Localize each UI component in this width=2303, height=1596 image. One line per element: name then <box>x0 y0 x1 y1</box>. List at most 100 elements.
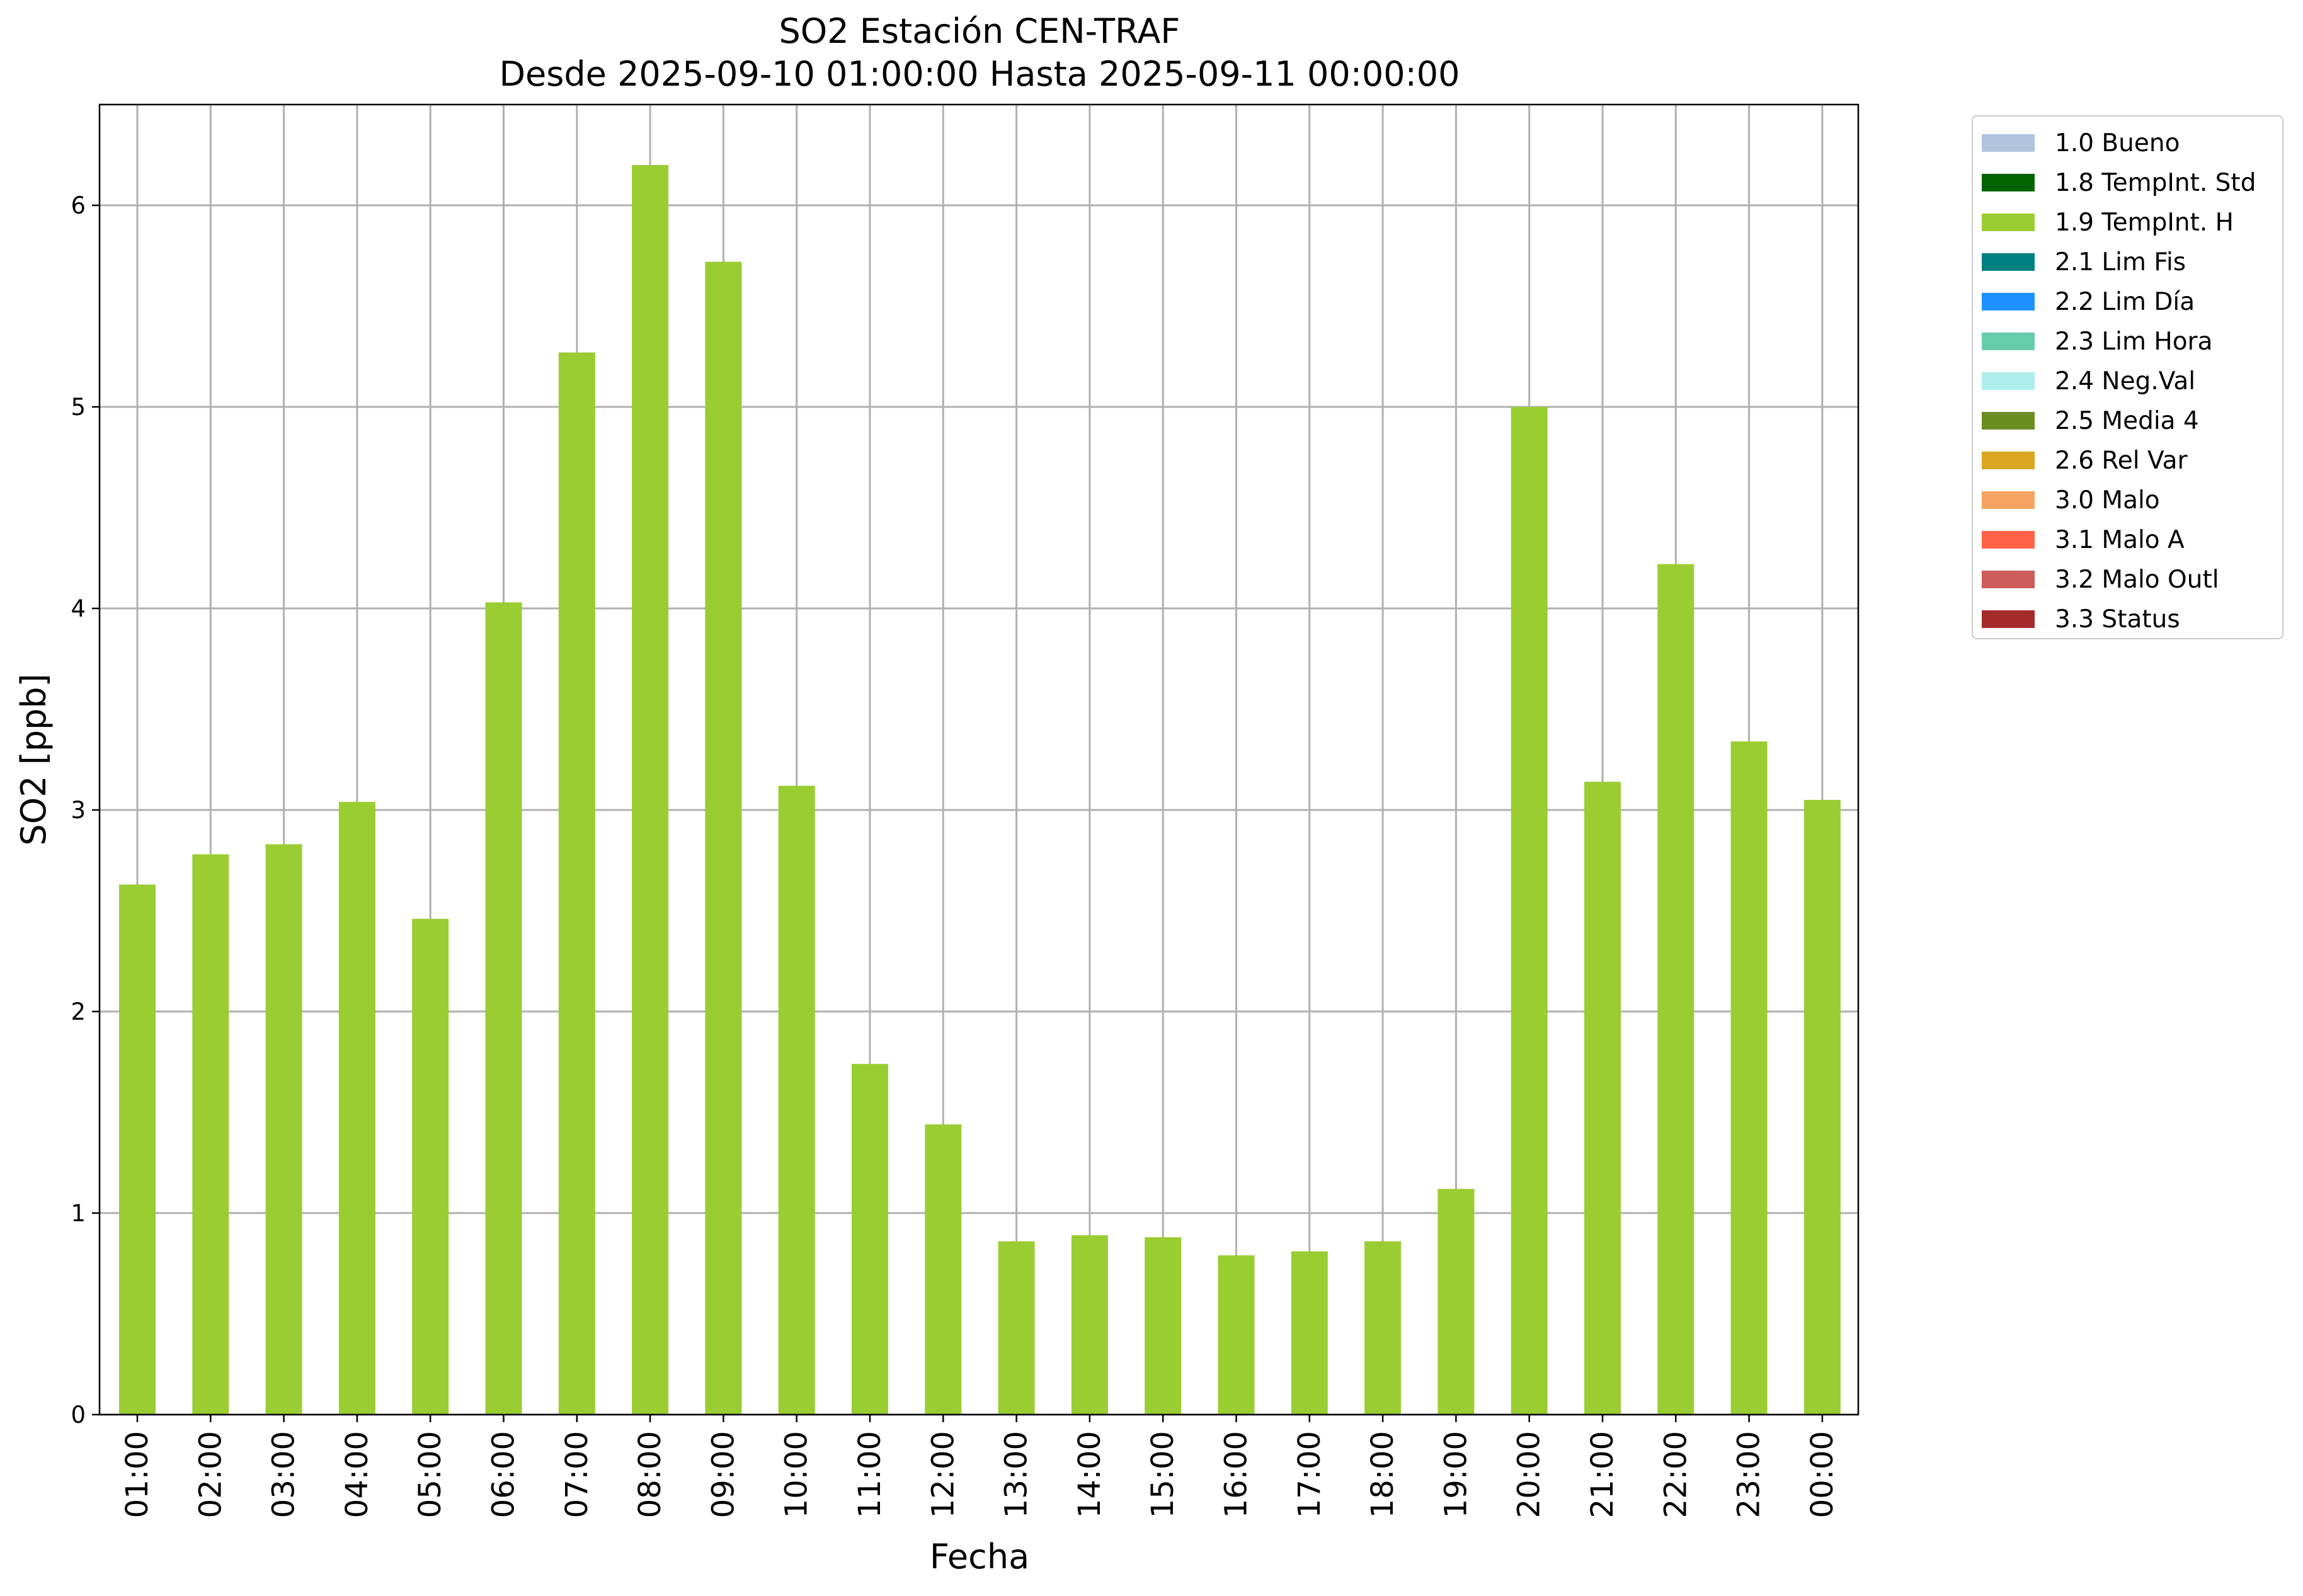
x-tick-label: 21:00 <box>1585 1431 1620 1518</box>
bar-2100 <box>1584 782 1621 1415</box>
bar-0500 <box>412 918 449 1415</box>
legend-swatch <box>1982 174 2035 191</box>
legend-label: 2.1 Lim Fis <box>2055 248 2186 276</box>
x-tick-label: 12:00 <box>925 1431 961 1518</box>
x-tick-label: 18:00 <box>1365 1431 1400 1518</box>
x-tick-label: 16:00 <box>1219 1431 1254 1518</box>
bar-0800 <box>632 165 669 1415</box>
legend-label: 2.5 Media 4 <box>2055 406 2199 435</box>
chart-subtitle: Desde 2025-09-10 01:00:00 Hasta 2025-09-… <box>499 54 1460 94</box>
y-tick-label: 2 <box>71 998 86 1025</box>
legend-item: 2.6 Rel Var <box>1982 442 2188 479</box>
legend: 1.0 Bueno 1.8 TempInt. Std 1.9 TempInt. H 2… <box>1972 115 2283 639</box>
bar-1300 <box>998 1241 1035 1415</box>
legend-label: 2.2 Lim Día <box>2055 287 2195 316</box>
bar-1800 <box>1364 1241 1402 1415</box>
y-axis-label: SO2 [ppb] <box>14 673 54 845</box>
legend-label: 3.0 Malo <box>2055 486 2160 515</box>
bar-1900 <box>1437 1188 1475 1415</box>
legend-swatch <box>1982 372 2035 390</box>
x-tick-label: 02:00 <box>193 1431 228 1518</box>
y-tick-label: 0 <box>71 1401 86 1428</box>
legend-label: 1.9 TempInt. H <box>2055 208 2234 237</box>
bar-2200 <box>1657 564 1694 1415</box>
bars <box>119 165 1841 1415</box>
x-tick-label: 01:00 <box>120 1431 155 1518</box>
y-tick-label: 1 <box>71 1200 86 1227</box>
bar-0200 <box>192 854 229 1415</box>
legend-swatch <box>1982 452 2035 469</box>
legend-label: 3.2 Malo Outl <box>2055 565 2219 594</box>
legend-item: 1.8 TempInt. Std <box>1982 164 2256 202</box>
x-tick-label: 14:00 <box>1072 1431 1107 1518</box>
x-tick-label: 04:00 <box>340 1431 375 1518</box>
y-tick-label: 6 <box>71 192 86 219</box>
legend-swatch <box>1982 293 2035 311</box>
bar-0100 <box>119 884 156 1415</box>
bar-0000 <box>1803 800 1841 1415</box>
x-tick-label: 10:00 <box>779 1431 814 1518</box>
legend-item: 3.2 Malo Outl <box>1982 561 2219 598</box>
x-tick-label: 00:00 <box>1805 1431 1840 1518</box>
x-tick-label: 20:00 <box>1512 1431 1547 1518</box>
legend-swatch <box>1982 214 2035 231</box>
y-axis-ticks: 0 1 2 3 4 5 6 <box>71 192 100 1428</box>
x-tick-label: 13:00 <box>999 1431 1034 1518</box>
y-tick-label: 5 <box>71 394 86 421</box>
legend-swatch <box>1982 333 2035 350</box>
plot-frame <box>98 103 1860 1416</box>
legend-label: 1.0 Bueno <box>2055 128 2180 157</box>
bar-2300 <box>1730 741 1768 1415</box>
legend-swatch <box>1982 412 2035 430</box>
legend-item: 3.3 Status <box>1982 600 2180 638</box>
legend-label: 3.3 Status <box>2055 605 2180 634</box>
x-tick-label: 08:00 <box>632 1431 668 1518</box>
x-axis-label: Fecha <box>930 1537 1029 1576</box>
legend-item: 2.1 Lim Fis <box>1982 243 2186 281</box>
legend-label: 1.8 TempInt. Std <box>2055 168 2256 197</box>
chart-title: SO2 Estación CEN-TRAF <box>779 11 1180 51</box>
bar-0300 <box>265 844 302 1415</box>
bar-1000 <box>778 785 815 1415</box>
bar-1700 <box>1291 1251 1328 1415</box>
legend-swatch <box>1982 610 2035 628</box>
x-tick-label: 11:00 <box>852 1431 888 1518</box>
bar-0600 <box>485 602 522 1415</box>
legend-item: 3.1 Malo A <box>1982 521 2185 559</box>
legend-item: 3.0 Malo <box>1982 481 2160 519</box>
bar-1500 <box>1145 1237 1182 1415</box>
legend-label: 2.3 Lim Hora <box>2055 327 2213 356</box>
x-tick-label: 19:00 <box>1438 1431 1473 1518</box>
legend-label: 2.6 Rel Var <box>2055 446 2188 475</box>
legend-label: 3.1 Malo A <box>2055 525 2185 554</box>
bar-2000 <box>1511 407 1548 1415</box>
x-tick-label: 06:00 <box>486 1431 522 1518</box>
x-tick-label: 15:00 <box>1145 1431 1180 1518</box>
x-tick-label: 05:00 <box>413 1431 448 1518</box>
x-tick-label: 23:00 <box>1732 1431 1767 1518</box>
bar-1200 <box>925 1124 962 1415</box>
x-tick-label: 03:00 <box>266 1431 302 1518</box>
x-tick-label: 22:00 <box>1658 1431 1693 1518</box>
legend-item: 1.9 TempInt. H <box>1982 203 2234 241</box>
legend-swatch <box>1982 253 2035 271</box>
legend-swatch <box>1982 134 2035 152</box>
bar-0400 <box>338 802 375 1415</box>
legend-label: 2.4 Neg.Val <box>2055 367 2196 396</box>
legend-item: 2.4 Neg.Val <box>1982 362 2195 400</box>
x-axis-ticks: 01:00 02:00 03:00 04:00 05:00 06:00 07:00 08:00… <box>120 1415 1840 1518</box>
legend-item: 2.5 Media 4 <box>1982 402 2199 440</box>
legend-swatch <box>1982 571 2035 588</box>
bar-0900 <box>705 261 742 1415</box>
x-tick-label: 07:00 <box>559 1431 595 1518</box>
x-tick-label: 09:00 <box>706 1431 741 1518</box>
bar-0700 <box>558 352 595 1415</box>
bar-1600 <box>1218 1255 1255 1415</box>
legend-swatch <box>1982 491 2035 509</box>
legend-item: 1.0 Bueno <box>1982 124 2180 162</box>
x-tick-label: 17:00 <box>1292 1431 1327 1518</box>
legend-item: 2.3 Lim Hora <box>1982 322 2213 360</box>
bar-1400 <box>1071 1235 1108 1415</box>
y-tick-label: 4 <box>71 595 86 622</box>
legend-item: 2.2 Lim Día <box>1982 283 2195 321</box>
